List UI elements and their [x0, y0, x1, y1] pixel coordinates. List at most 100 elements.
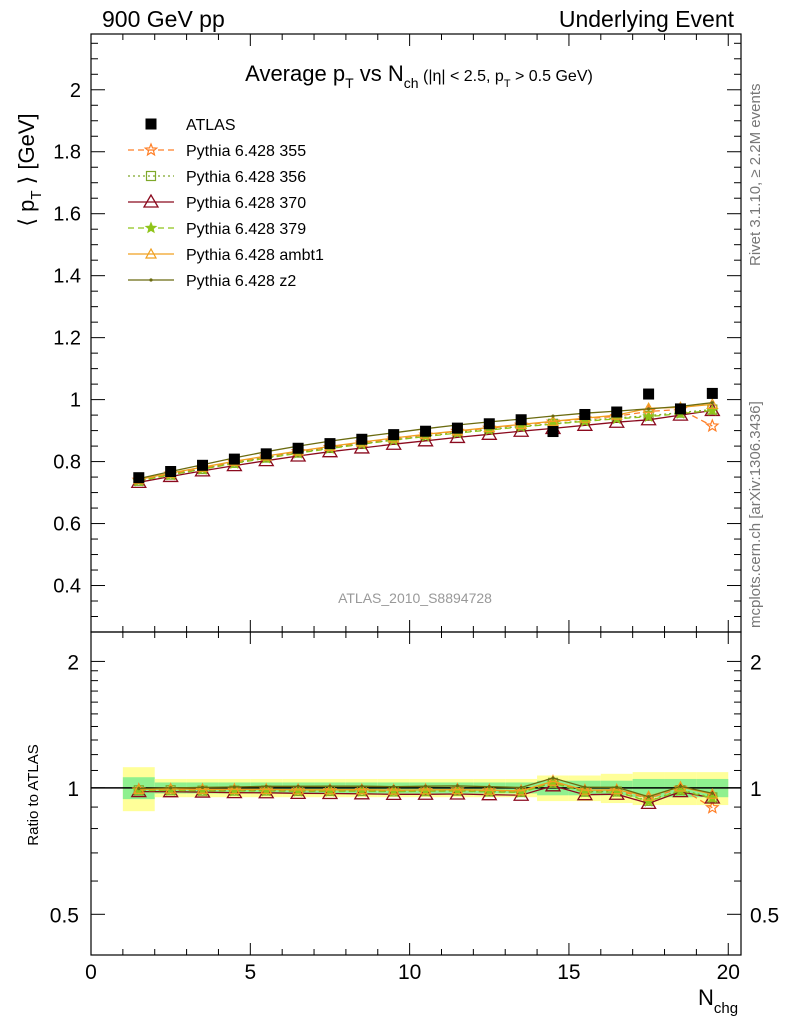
series-marker — [228, 783, 241, 795]
series-marker — [578, 783, 591, 795]
legend-label: Pythia 6.428 356 — [186, 169, 306, 186]
series-marker — [515, 784, 528, 796]
ratio-y-tick-label-right: 1 — [750, 778, 762, 801]
series-marker — [423, 784, 428, 788]
series-marker — [232, 785, 236, 789]
data-point-marker — [706, 387, 718, 399]
series-marker — [296, 784, 300, 788]
data-point-marker — [165, 466, 177, 478]
x-tick-label: 0 — [85, 961, 97, 984]
legend: ATLAS Pythia 6.428 355 Pythia 6.428 356 Pyt… — [128, 117, 324, 290]
series-marker — [260, 783, 273, 795]
series-marker — [551, 776, 555, 780]
series-marker — [142, 193, 160, 208]
data-point-marker — [145, 118, 157, 130]
x-tick-label: 5 — [244, 961, 256, 984]
data-point-marker — [611, 406, 623, 418]
series-marker — [646, 407, 651, 411]
series-marker — [392, 785, 396, 789]
series-marker — [519, 785, 523, 790]
series-marker — [417, 432, 434, 447]
series-marker — [292, 783, 305, 795]
series-marker — [385, 435, 402, 450]
series-marker — [455, 784, 460, 788]
series-marker — [610, 783, 623, 795]
main-plot-frame: 0.4 0.6 0.8 1 1.2 1.4 1.6 1.8 2 ⟨ pT ⟩ [GeV] — [14, 33, 742, 633]
y-tick-label: 0.4 — [53, 576, 81, 598]
data-point-marker — [228, 453, 240, 465]
series-marker — [145, 170, 157, 182]
legend-label: Pythia 6.428 ambt1 — [186, 247, 324, 264]
mcplots-label: mcplots.cern.ch [arXiv:1306.3436] — [747, 401, 764, 628]
data-point-marker — [388, 429, 400, 441]
series-marker — [321, 785, 339, 800]
series-marker — [353, 439, 370, 454]
series-marker — [710, 401, 714, 405]
series-marker — [640, 411, 657, 426]
series-marker — [546, 415, 560, 426]
series-marker — [608, 413, 625, 428]
series-marker — [143, 142, 159, 157]
series-marker — [706, 787, 719, 799]
y-tick-label: 2 — [70, 80, 81, 102]
series-marker — [487, 785, 491, 789]
ratio-y-tick-label-right: 0.5 — [750, 904, 779, 927]
series-marker — [328, 784, 332, 788]
rivet-version-label: Rivet 3.1.10, ≥ 2.2M events — [747, 83, 764, 267]
series-marker — [640, 795, 657, 810]
data-point-marker — [133, 472, 145, 484]
ratio-plot-border — [90, 631, 742, 956]
analysis-watermark: ATLAS_2010_S8894728 — [338, 590, 492, 606]
legend-label: Pythia 6.428 370 — [186, 195, 306, 212]
series-marker — [137, 786, 141, 791]
data-point-marker — [515, 414, 527, 426]
y-tick-label: 1.2 — [53, 328, 81, 350]
main-plot-series — [130, 387, 721, 488]
series-marker — [144, 247, 158, 259]
series-marker — [546, 775, 560, 786]
x-tick-label: 15 — [557, 961, 580, 984]
series-marker — [705, 418, 720, 433]
series-marker — [355, 783, 368, 795]
series-marker — [576, 417, 594, 431]
ratio-series-line — [138, 780, 713, 797]
data-point-marker — [260, 448, 272, 460]
y-tick-label: 1.4 — [53, 266, 81, 288]
ratio-y-axis-label: Ratio to ATLAS — [25, 744, 42, 845]
series-marker — [583, 785, 587, 789]
series-marker — [451, 783, 464, 795]
data-point-marker — [197, 459, 209, 471]
y-tick-label: 0.8 — [53, 452, 81, 474]
series-marker — [169, 786, 173, 790]
y-axis-label: ⟨ pT ⟩ [GeV] — [14, 113, 45, 226]
series-marker — [706, 398, 719, 409]
y-tick-label: 0.6 — [53, 514, 81, 536]
series-marker — [196, 783, 209, 794]
series-marker — [642, 410, 655, 422]
chart-text: Average pT vs Nch (|η| < 2.5, pT > 0.5 G… — [245, 61, 593, 606]
series-marker — [551, 414, 555, 418]
series-marker — [513, 422, 530, 437]
legend-label: ATLAS — [186, 117, 236, 134]
series-marker — [646, 795, 651, 799]
y-tick-label: 1 — [70, 390, 81, 412]
x-axis-label: Nchg — [698, 985, 738, 1017]
header-right-label: Underlying Event — [558, 6, 734, 32]
data-point-marker — [324, 438, 336, 450]
legend-label: Pythia 6.428 355 — [186, 143, 306, 160]
series-marker — [385, 786, 402, 800]
ratio-y-tick-label: 0.5 — [50, 904, 79, 927]
series-marker — [417, 785, 434, 800]
data-point-marker — [451, 422, 463, 434]
data-point-marker — [356, 433, 368, 445]
ratio-y-tick-label: 1 — [67, 778, 79, 801]
data-point-marker — [292, 442, 304, 454]
series-marker — [387, 783, 400, 795]
series-marker — [264, 784, 268, 788]
data-point-marker — [579, 408, 591, 420]
legend-label: Pythia 6.428 z2 — [186, 273, 296, 290]
x-tick-label: 20 — [717, 961, 740, 984]
series-marker — [449, 429, 466, 444]
